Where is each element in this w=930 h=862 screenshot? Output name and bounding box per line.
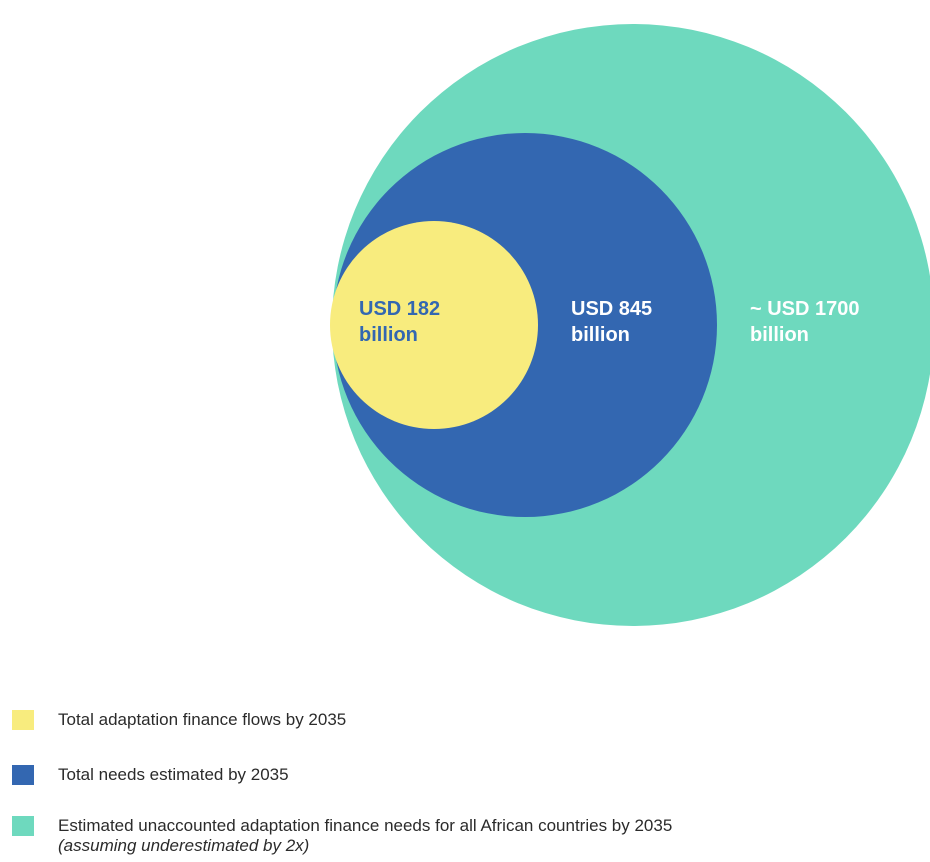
- legend-label-finance-flows: Total adaptation finance flows by 2035: [58, 710, 347, 729]
- legend-swatch-finance-flows: [12, 710, 34, 730]
- label-finance-flows-unit: billion: [359, 324, 418, 346]
- label-unaccounted-needs: ~ USD 1700 billion: [750, 298, 865, 346]
- legend-text-block: Estimated unaccounted adaptation finance…: [58, 816, 672, 856]
- label-unaccounted-needs-value: ~ USD 1700: [750, 298, 860, 320]
- legend-label-unaccounted-needs: Estimated unaccounted adaptation finance…: [58, 816, 673, 835]
- nested-bubble-chart: ~ USD 1700 billion USD 845 billion USD 1…: [330, 24, 930, 626]
- legend-item-total-needs: Total needs estimated by 2035: [12, 765, 289, 785]
- legend-swatch-total-needs: [12, 765, 34, 785]
- legend-note-unaccounted-needs: (assuming underestimated by 2x): [58, 836, 310, 855]
- bubble-finance-flows: [330, 221, 538, 429]
- label-finance-flows-value: USD 182: [359, 298, 440, 320]
- legend-item-finance-flows: Total adaptation finance flows by 2035: [12, 710, 346, 730]
- label-total-needs-value: USD 845: [571, 298, 652, 320]
- legend-label-total-needs: Total needs estimated by 2035: [58, 765, 289, 784]
- label-unaccounted-needs-unit: billion: [750, 324, 809, 346]
- label-total-needs-unit: billion: [571, 324, 630, 346]
- label-finance-flows: USD 182 billion: [359, 298, 446, 346]
- label-total-needs: USD 845 billion: [571, 298, 658, 346]
- legend-swatch-unaccounted-needs: [12, 816, 34, 836]
- legend-item-unaccounted-needs: Estimated unaccounted adaptation finance…: [12, 816, 672, 856]
